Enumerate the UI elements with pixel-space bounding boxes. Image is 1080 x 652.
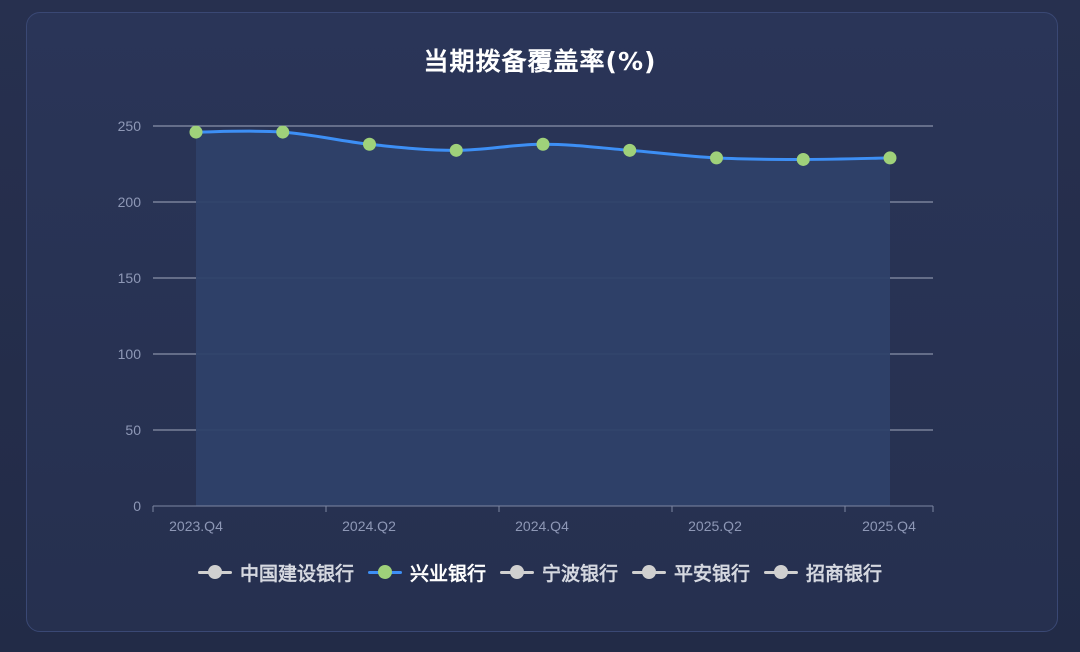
y-axis-ticks: 0 50 100 150 200 250 [118, 118, 142, 514]
data-point[interactable] [623, 143, 637, 157]
legend-marker-icon [499, 564, 534, 580]
data-point[interactable] [449, 143, 463, 157]
area-fill [196, 131, 890, 506]
data-point[interactable] [276, 125, 290, 139]
data-point[interactable] [189, 125, 203, 139]
x-axis [152, 505, 934, 512]
data-point[interactable] [796, 152, 810, 166]
y-tick-label: 200 [118, 194, 142, 210]
legend-label: 兴业银行 [409, 562, 486, 585]
legend-item[interactable]: 平安银行 [632, 559, 750, 586]
legend-item[interactable]: 中国建设银行 [197, 559, 354, 586]
series-points [189, 125, 897, 166]
y-tick-label: 100 [118, 346, 142, 362]
chart-legend: 中国建设银行 兴业银行 宁波银行 平安银行 招商银行 [0, 557, 1080, 587]
y-tick-label: 250 [118, 118, 142, 134]
data-point[interactable] [883, 151, 897, 165]
series-area [196, 131, 890, 506]
legend-item[interactable]: 招商银行 [764, 559, 882, 586]
x-tick-label: 2023.Q4 [169, 518, 223, 534]
legend-marker-icon [197, 564, 232, 580]
legend-marker-icon [764, 564, 799, 580]
x-tick-label: 2024.Q4 [515, 518, 569, 534]
x-axis-ticks: 2023.Q4 2024.Q2 2024.Q4 2025.Q2 2025.Q4 [169, 518, 916, 534]
data-point[interactable] [710, 151, 723, 165]
legend-marker-icon [632, 564, 666, 580]
legend-label: 招商银行 [806, 562, 883, 585]
chart-title: 当期拨备覆盖率(%) [423, 47, 657, 76]
legend-item[interactable]: 兴业银行 [367, 559, 486, 586]
legend-marker-icon [367, 564, 402, 580]
y-tick-label: 0 [133, 498, 141, 514]
x-tick-label: 2024.Q2 [342, 518, 396, 534]
data-point[interactable] [536, 137, 550, 151]
x-tick-label: 2025.Q4 [862, 518, 916, 534]
legend-label: 宁波银行 [541, 562, 618, 585]
legend-label: 平安银行 [674, 562, 751, 585]
y-tick-label: 50 [125, 422, 141, 438]
data-point[interactable] [363, 137, 376, 151]
legend-label: 中国建设银行 [239, 562, 354, 585]
y-tick-label: 150 [118, 270, 142, 286]
legend-item[interactable]: 宁波银行 [499, 559, 618, 586]
x-tick-label: 2025.Q2 [688, 518, 742, 534]
